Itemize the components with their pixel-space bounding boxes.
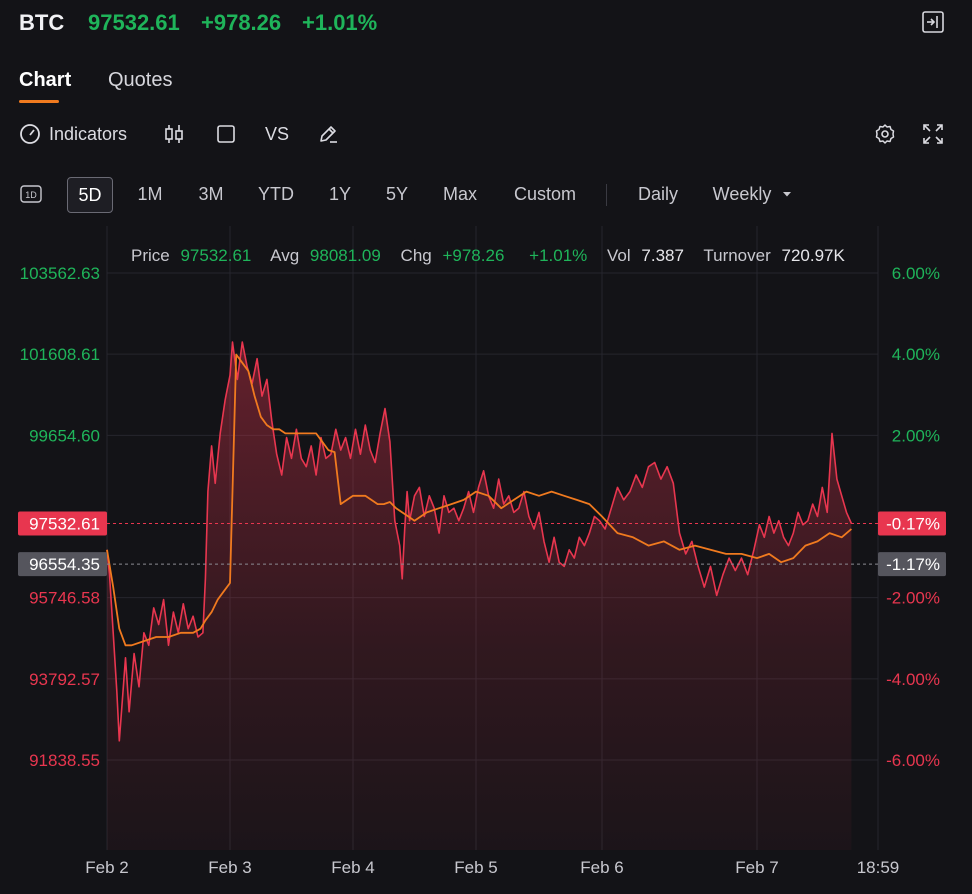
y-tick-label-right: -2.00% (886, 589, 940, 608)
y-axis-right: 6.00% 4.00% 2.00% -0.17% -1.17% -2.00% -4.00% -… (878, 264, 946, 770)
price-chart[interactable]: 103562.63 101608.61 99654.60 97532.61 96554.… (0, 226, 972, 894)
y-axis-left: 103562.63 101608.61 99654.60 97532.61 96554.… (18, 264, 107, 770)
period-custom[interactable]: Custom (513, 183, 576, 204)
y-tick-label-left: 96554.35 (29, 555, 100, 574)
frame-button[interactable] (215, 114, 237, 154)
x-tick-label: Feb 2 (85, 858, 128, 877)
price-change: +978.26 (201, 10, 282, 35)
chart-toolbar: Indicators VS (0, 114, 972, 154)
period-divider (606, 184, 607, 206)
x-tick-label: Feb 7 (735, 858, 778, 877)
view-tabs: Chart Quotes (0, 60, 972, 106)
y-tick-label-right: 6.00% (892, 264, 940, 283)
info-turnover-value: 720.97K (782, 246, 846, 265)
fullscreen-button[interactable] (922, 114, 944, 154)
info-avg-value: 98081.09 (310, 246, 381, 265)
y-tick-label-right: 4.00% (892, 345, 940, 364)
intraday-icon-text: 1D (25, 190, 37, 200)
info-turnover-label: Turnover (703, 246, 771, 265)
compare-button[interactable]: VS (265, 114, 289, 154)
x-tick-label: 18:59 (857, 858, 900, 877)
caret-down-icon (783, 192, 792, 197)
y-tick-label-right: -4.00% (886, 670, 940, 689)
period-1m[interactable]: 1M (137, 183, 163, 204)
price-line (106, 341, 853, 742)
x-axis: Feb 2 Feb 3 Feb 4 Feb 5 Feb 6 Feb 7 18:59 (85, 858, 899, 877)
last-price-tag (18, 511, 107, 536)
intraday-button[interactable]: 1D (18, 177, 44, 211)
candlestick-icon (165, 125, 183, 143)
y-tick-label-right: 2.00% (892, 426, 940, 445)
y-tick-label-left: 97532.61 (29, 514, 100, 533)
gear-icon (875, 124, 895, 144)
price-area-fill (107, 342, 852, 850)
last-pct-tag (878, 511, 946, 536)
y-tick-label-left: 95746.58 (29, 589, 100, 608)
info-vol-value: 7.387 (641, 246, 684, 265)
info-avg-label: Avg (270, 246, 299, 265)
y-tick-label-left: 101608.61 (20, 345, 100, 364)
chart-type-button[interactable] (163, 114, 185, 154)
expand-icon (923, 124, 943, 144)
last-price: 97532.61 (88, 10, 180, 35)
indicators-button[interactable]: Indicators (18, 114, 127, 154)
interval-weekly-label: Weekly (712, 183, 772, 204)
y-tick-label-left: 91838.55 (29, 751, 100, 770)
symbol-name: BTC (19, 10, 65, 35)
info-chg-label: Chg (401, 246, 432, 265)
info-price-value: 97532.61 (180, 246, 251, 265)
period-3m[interactable]: 3M (198, 183, 224, 204)
period-selector: 1D 5D 1M 3M YTD 1Y 5Y Max Custom Daily W… (0, 174, 972, 214)
period-5d[interactable]: 5D (67, 177, 113, 213)
y-tick-label-right: -0.17% (886, 514, 940, 533)
y-tick-label-left: 103562.63 (20, 264, 100, 283)
period-ytd[interactable]: YTD (258, 183, 294, 204)
x-tick-label: Feb 4 (331, 858, 374, 877)
tab-chart[interactable]: Chart (19, 69, 72, 91)
settings-button[interactable] (874, 114, 896, 154)
square-icon (217, 125, 235, 143)
draw-button[interactable] (316, 114, 340, 154)
period-1y[interactable]: 1Y (328, 183, 352, 204)
info-price-label: Price (131, 246, 170, 265)
y-tick-label-right: -6.00% (886, 751, 940, 770)
compare-label: VS (265, 123, 290, 144)
quote-header: BTC 97532.61 +978.26 +1.01% (0, 0, 972, 46)
gauge-icon (20, 124, 40, 144)
interval-daily[interactable]: Daily (637, 183, 678, 204)
x-tick-label: Feb 5 (454, 858, 497, 877)
y-tick-label-left: 93792.57 (29, 670, 100, 689)
interval-weekly-dropdown[interactable]: Weekly (706, 177, 800, 211)
calendar-day-icon: 1D (20, 185, 42, 203)
info-chg-value: +978.26 (442, 246, 504, 265)
active-tab-indicator (19, 100, 59, 103)
price-change-percent: +1.01% (302, 10, 378, 35)
indicators-label: Indicators (49, 123, 128, 144)
x-tick-label: Feb 3 (208, 858, 251, 877)
collapse-panel-icon[interactable] (922, 11, 944, 33)
period-5y[interactable]: 5Y (385, 183, 409, 204)
y-tick-label-left: 99654.60 (29, 426, 100, 445)
y-tick-label-right: -1.17% (886, 555, 940, 574)
x-tick-label: Feb 6 (580, 858, 623, 877)
prev-close-pct-tag (878, 552, 946, 577)
info-vol-label: Vol (607, 246, 631, 265)
prev-close-tag (18, 552, 107, 577)
period-max[interactable]: Max (442, 183, 477, 204)
pencil-icon (320, 126, 337, 143)
average-price-line (106, 353, 852, 647)
info-chg-pct-value: +1.01% (529, 246, 587, 265)
tab-quotes[interactable]: Quotes (108, 69, 173, 91)
info-bar: Price 97532.61 Avg 98081.09 Chg +978.26 … (131, 246, 845, 265)
